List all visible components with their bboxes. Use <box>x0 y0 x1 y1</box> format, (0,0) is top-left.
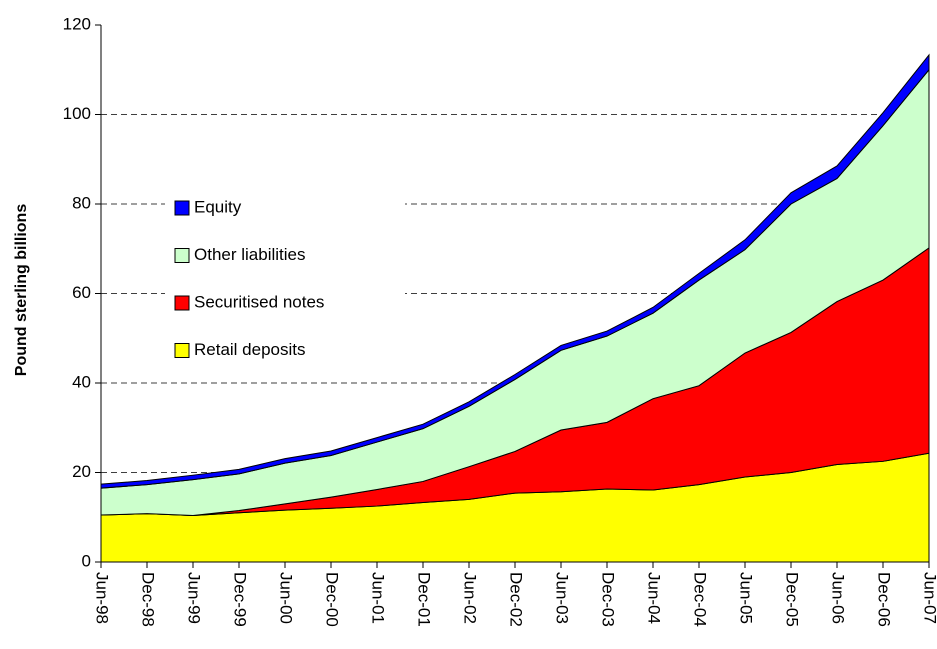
x-tick-label: Jun-02 <box>461 572 480 624</box>
legend-swatch <box>174 295 190 311</box>
x-tick-label: Dec-02 <box>507 572 526 627</box>
x-tick-label: Dec-06 <box>875 572 894 627</box>
x-tick-label: Jun-07 <box>921 572 937 624</box>
y-tick-label: 20 <box>72 462 91 481</box>
x-tick-label: Dec-00 <box>323 572 342 627</box>
x-tick-label: Jun-99 <box>185 572 204 624</box>
y-tick-label: 40 <box>72 372 91 391</box>
x-tick-label: Jun-03 <box>553 572 572 624</box>
legend-label: Other liabilities <box>194 245 306 264</box>
area <box>100 53 930 489</box>
x-tick-label: Dec-05 <box>783 572 802 627</box>
legend-label: Equity <box>194 197 242 216</box>
y-tick-label: 80 <box>72 193 91 212</box>
legend-swatch <box>174 200 190 216</box>
legend-swatch <box>174 248 190 263</box>
x-tick-label: Jun-00 <box>277 572 296 624</box>
x-tick-label: Dec-03 <box>599 572 618 627</box>
y-tick-label: 100 <box>63 104 91 123</box>
x-tick-label: Jun-01 <box>369 572 388 624</box>
x-tick-label: Jun-98 <box>93 572 112 624</box>
x-tick-label: Dec-99 <box>231 572 250 627</box>
y-tick-label: 60 <box>72 283 91 302</box>
x-tick-label: Dec-01 <box>415 572 434 627</box>
legend-swatch <box>174 343 190 358</box>
y-axis-label: Pound sterling billions <box>13 204 30 377</box>
y-tick-label: 0 <box>82 551 91 570</box>
x-tick-label: Dec-98 <box>139 572 158 627</box>
x-tick-label: Jun-04 <box>645 572 664 624</box>
y-tick-label: 120 <box>63 14 91 33</box>
legend-label: Securitised notes <box>194 292 324 311</box>
legend: Equity Other liabilities Securitised notes… <box>165 190 405 370</box>
legend-background <box>165 190 405 370</box>
legend-label: Retail deposits <box>194 340 306 359</box>
x-tick-label: Jun-05 <box>737 572 756 624</box>
x-tick-label: Dec-04 <box>691 572 710 627</box>
x-tick-label: Jun-06 <box>829 572 848 624</box>
